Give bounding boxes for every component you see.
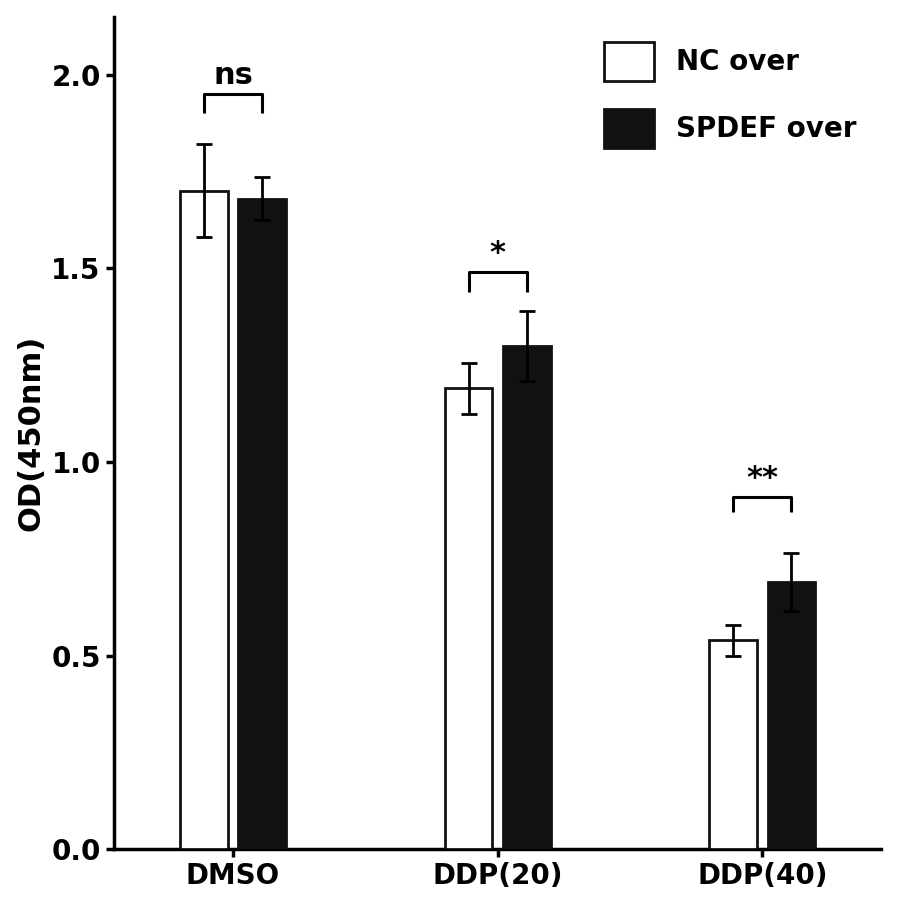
Bar	[238, 199, 286, 849]
Legend: NC over, SPDEF over: NC over, SPDEF over	[593, 31, 867, 159]
Bar	[445, 388, 492, 849]
Bar	[768, 582, 815, 849]
Text: **: **	[746, 463, 779, 493]
Text: *: *	[489, 239, 506, 268]
Text: ns: ns	[213, 62, 253, 90]
Y-axis label: OD(450nm): OD(450nm)	[17, 335, 46, 531]
Bar	[709, 640, 757, 849]
Bar	[180, 190, 228, 849]
Bar	[503, 346, 550, 849]
